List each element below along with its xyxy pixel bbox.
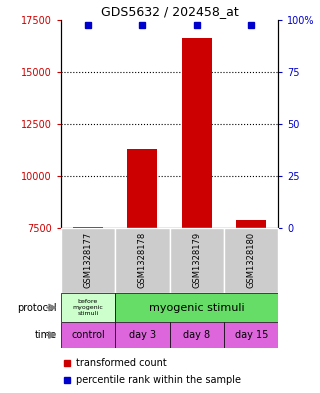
Bar bbox=[170, 322, 224, 348]
Bar bbox=[115, 293, 278, 322]
Title: GDS5632 / 202458_at: GDS5632 / 202458_at bbox=[101, 6, 238, 18]
Text: myogenic stimuli: myogenic stimuli bbox=[149, 303, 244, 312]
Text: day 8: day 8 bbox=[183, 330, 210, 340]
Bar bbox=[115, 228, 170, 293]
Bar bbox=[236, 220, 266, 228]
Bar bbox=[182, 39, 212, 228]
Text: percentile rank within the sample: percentile rank within the sample bbox=[76, 375, 241, 385]
Bar bbox=[170, 228, 224, 293]
Text: GSM1328177: GSM1328177 bbox=[84, 232, 92, 288]
Text: before
myogenic
stimuli: before myogenic stimuli bbox=[73, 299, 103, 316]
Bar bbox=[61, 228, 115, 293]
Text: GSM1328178: GSM1328178 bbox=[138, 232, 147, 288]
Text: protocol: protocol bbox=[17, 303, 56, 312]
Bar bbox=[61, 322, 115, 348]
Bar bbox=[127, 149, 157, 228]
Text: day 3: day 3 bbox=[129, 330, 156, 340]
Text: time: time bbox=[34, 330, 56, 340]
Bar bbox=[61, 293, 115, 322]
Text: transformed count: transformed count bbox=[76, 358, 167, 367]
Bar bbox=[73, 227, 103, 228]
Text: day 15: day 15 bbox=[235, 330, 268, 340]
Text: GSM1328179: GSM1328179 bbox=[192, 232, 201, 288]
Bar bbox=[224, 228, 278, 293]
Bar bbox=[115, 322, 170, 348]
Bar bbox=[224, 322, 278, 348]
Text: control: control bbox=[71, 330, 105, 340]
Text: GSM1328180: GSM1328180 bbox=[247, 232, 256, 288]
